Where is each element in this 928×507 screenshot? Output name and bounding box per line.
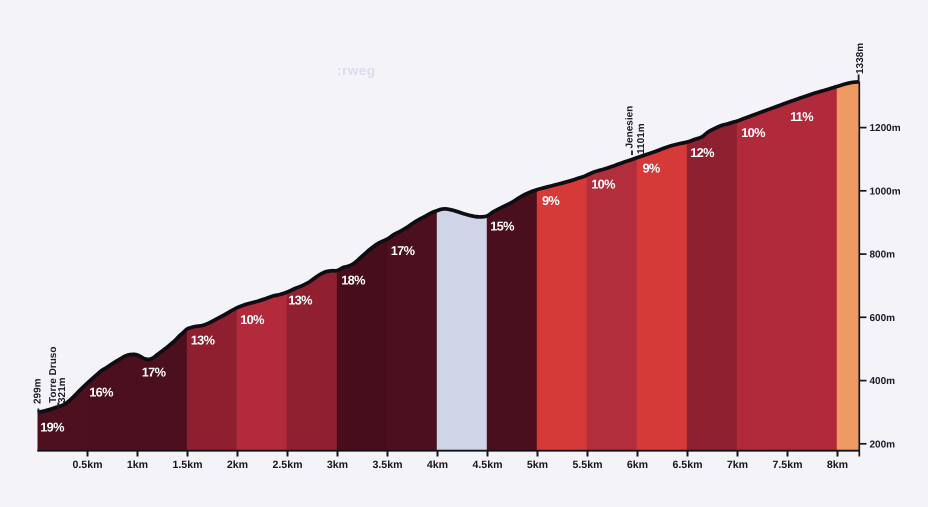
svg-text:10%: 10%	[741, 125, 766, 140]
svg-text:8km: 8km	[827, 459, 848, 471]
svg-text:4km: 4km	[427, 459, 448, 471]
svg-text:299m: 299m	[33, 378, 44, 404]
svg-text:9%: 9%	[542, 193, 560, 208]
svg-text:2km: 2km	[227, 459, 248, 471]
svg-text:16%: 16%	[89, 385, 114, 400]
svg-text:17%: 17%	[142, 365, 167, 380]
svg-text:3.5km: 3.5km	[372, 459, 402, 471]
svg-text:6km: 6km	[627, 459, 648, 471]
svg-text:11%: 11%	[790, 109, 814, 124]
svg-text:5km: 5km	[527, 459, 548, 471]
svg-text:19%: 19%	[40, 420, 65, 435]
svg-text:7.5km: 7.5km	[772, 459, 802, 471]
svg-text:4.5km: 4.5km	[472, 459, 502, 471]
svg-text:17%: 17%	[391, 243, 416, 258]
svg-text:3km: 3km	[327, 459, 348, 471]
svg-text:10%: 10%	[591, 177, 616, 192]
svg-text:13%: 13%	[191, 333, 216, 348]
svg-text:Jenesien: Jenesien	[625, 106, 636, 149]
svg-text:1.5km: 1.5km	[172, 459, 202, 471]
svg-text:1000m: 1000m	[870, 186, 901, 197]
svg-text:7km: 7km	[727, 459, 748, 471]
svg-text:Torre Druso: Torre Druso	[48, 347, 59, 404]
svg-text:600m: 600m	[870, 313, 896, 324]
svg-text:1km: 1km	[127, 459, 148, 471]
svg-text:800m: 800m	[870, 250, 896, 261]
svg-text:13%: 13%	[288, 293, 313, 308]
svg-text:10%: 10%	[240, 312, 265, 327]
svg-text:5.5km: 5.5km	[572, 459, 602, 471]
svg-text:1200m: 1200m	[870, 123, 901, 134]
svg-text:0.5km: 0.5km	[72, 459, 102, 471]
svg-text:15%: 15%	[490, 219, 515, 234]
svg-text::rweg: :rweg	[337, 63, 376, 78]
svg-text:12%: 12%	[690, 145, 715, 160]
svg-text:400m: 400m	[870, 376, 896, 387]
svg-text:9%: 9%	[642, 161, 660, 176]
svg-text:18%: 18%	[341, 273, 366, 288]
svg-text:200m: 200m	[870, 439, 896, 450]
svg-text:1101m: 1101m	[636, 123, 647, 154]
svg-text:6.5km: 6.5km	[672, 459, 702, 471]
svg-text:321m: 321m	[57, 377, 68, 403]
svg-text:2.5km: 2.5km	[272, 459, 302, 471]
svg-text:1338m: 1338m	[855, 43, 866, 74]
